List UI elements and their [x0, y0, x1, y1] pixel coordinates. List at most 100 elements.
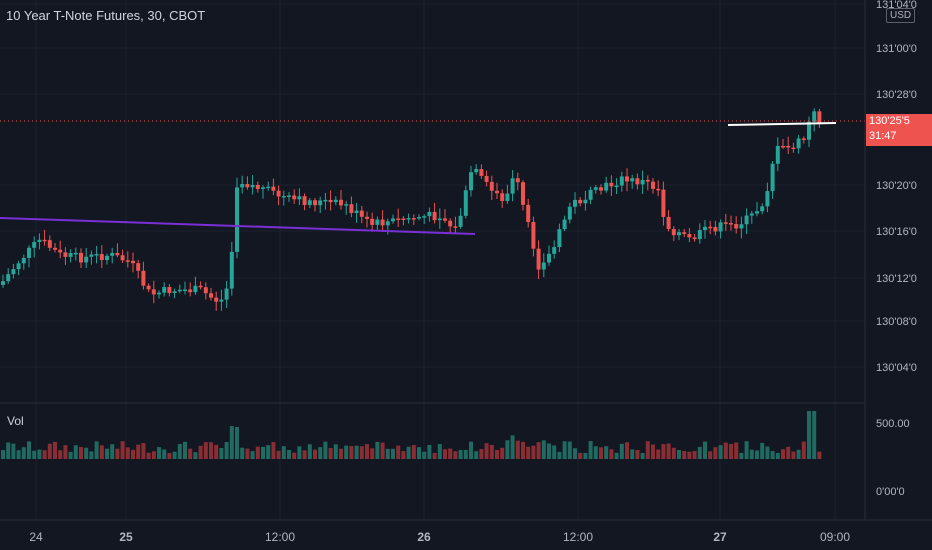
candle-body: [37, 239, 42, 243]
volume-bar: [6, 442, 11, 459]
candle-body: [333, 199, 338, 203]
candle-body: [380, 219, 385, 226]
candle-body: [16, 263, 21, 270]
level-line[interactable]: [727, 122, 837, 126]
volume-label[interactable]: Vol: [7, 414, 24, 428]
volume-bar: [271, 442, 276, 459]
candle-body: [354, 210, 359, 214]
candle-body: [313, 200, 317, 206]
trendline[interactable]: [0, 217, 476, 235]
candle-body: [697, 230, 702, 240]
volume-bar: [817, 451, 822, 459]
time-tick-label: 12:00: [265, 530, 295, 544]
volume-bar: [229, 426, 234, 459]
candle-body: [521, 182, 525, 205]
volume-bar: [245, 448, 250, 459]
volume-bar: [739, 452, 744, 459]
volume-bar: [193, 452, 198, 459]
volume-bar: [53, 441, 57, 459]
candle-body: [723, 222, 728, 224]
volume-bar: [521, 441, 525, 459]
volume-bar: [391, 448, 395, 459]
volume-bar: [713, 447, 718, 459]
volume-bar: [287, 449, 291, 459]
candle-body: [791, 147, 796, 150]
candle-body: [593, 187, 598, 190]
volume-bar: [505, 440, 510, 459]
volume-bar: [599, 447, 603, 459]
volume-bar: [84, 447, 89, 459]
candle-body: [625, 176, 629, 182]
volume-bar: [755, 450, 759, 459]
candle-body: [63, 252, 68, 257]
volume-bar: [547, 443, 551, 459]
volume-bar: [146, 452, 151, 459]
volume-bar: [635, 450, 640, 459]
candle-body: [463, 190, 468, 216]
candle-body: [136, 263, 141, 271]
candle-body: [224, 288, 229, 300]
volume-bar: [110, 444, 115, 459]
candle-body: [640, 179, 645, 185]
volume-bar: [489, 444, 494, 459]
volume-bar: [604, 446, 609, 459]
candle-body: [781, 145, 785, 148]
volume-bar: [583, 452, 588, 459]
volume-bar: [614, 452, 619, 459]
candle-body: [801, 138, 806, 140]
volume-bar: [16, 450, 21, 459]
candle-body: [141, 270, 146, 286]
candle-body: [209, 293, 213, 298]
candle-body: [79, 252, 83, 263]
volume-bar: [297, 446, 302, 459]
volume-bar: [661, 444, 666, 459]
candle-body: [765, 191, 770, 207]
volume-bar: [495, 449, 499, 459]
time-tick-label: 09:00: [820, 530, 850, 544]
volume-bar: [765, 446, 770, 459]
volume-bar: [760, 442, 765, 459]
volume-bar: [417, 447, 421, 459]
candle-body: [500, 193, 505, 201]
candle-body: [47, 240, 52, 248]
candle-body: [552, 247, 557, 254]
candle-body: [531, 222, 536, 249]
volume-bar: [536, 442, 541, 459]
volume-bar: [723, 442, 728, 459]
candle-body: [635, 178, 640, 185]
candle-body: [729, 223, 733, 225]
candle-body: [489, 181, 494, 191]
candle-body: [656, 188, 661, 191]
volume-bar: [625, 442, 629, 459]
volume-bar: [619, 443, 624, 459]
candle-body: [755, 211, 759, 214]
volume-bar: [526, 446, 531, 459]
candle-body: [323, 199, 328, 202]
volume-bar: [807, 411, 811, 459]
candle-body: [58, 249, 63, 253]
price-tick-label: 130'04'0: [876, 362, 917, 374]
countdown-value: 31:47: [869, 130, 897, 142]
candle-body: [235, 187, 239, 252]
volume-bar: [744, 441, 749, 459]
candle-body: [198, 285, 203, 288]
volume-bar: [27, 441, 31, 459]
volume-bar: [131, 449, 135, 459]
candle-body: [318, 200, 323, 206]
volume-bar: [37, 449, 42, 459]
volume-bar: [328, 448, 333, 459]
candle-body: [120, 255, 125, 261]
volume-bar: [651, 444, 655, 459]
volume-bar: [734, 442, 739, 459]
candle-body: [573, 199, 577, 207]
candle-body: [651, 181, 655, 189]
volume-bar: [151, 451, 156, 459]
currency-badge[interactable]: USD: [886, 8, 916, 23]
symbol-title[interactable]: 10 Year T-Note Futures, 30, CBOT: [6, 8, 206, 23]
candle-body: [271, 186, 276, 191]
candle-body: [281, 195, 286, 198]
time-tick-label: 27: [713, 530, 727, 544]
candle-body: [734, 224, 739, 229]
candle-body: [760, 206, 765, 212]
